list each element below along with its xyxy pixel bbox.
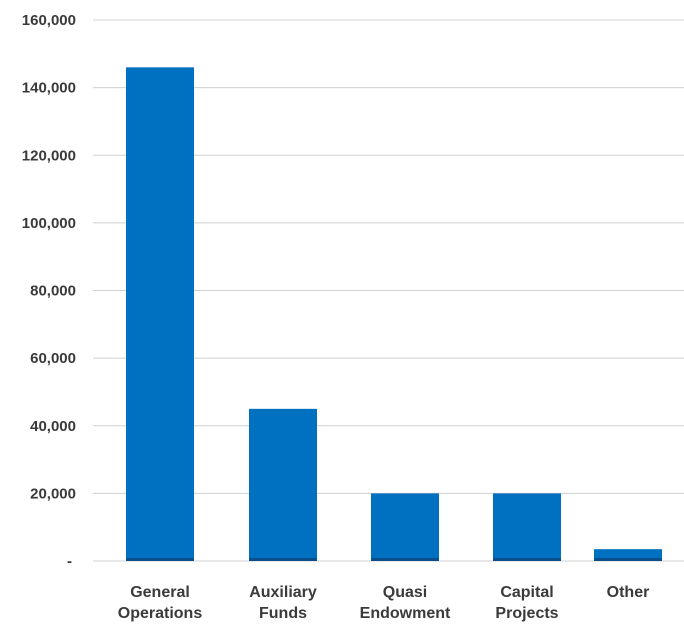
x-category-label: Projects	[495, 605, 558, 622]
bars	[126, 67, 662, 562]
x-category-label: Capital	[500, 584, 553, 601]
bar	[493, 493, 561, 561]
x-category-label: Quasi	[383, 584, 427, 601]
bar-base	[126, 558, 194, 561]
bar	[594, 549, 662, 561]
x-category-label: Funds	[259, 605, 307, 622]
y-tick-label: 60,000	[30, 350, 76, 367]
y-tick-label: 80,000	[30, 283, 76, 300]
bar	[249, 408, 317, 561]
x-category-label: Auxiliary	[249, 584, 317, 601]
x-category-label: Other	[607, 584, 650, 601]
y-tick-label: 100,000	[22, 215, 76, 232]
y-tick-label: -	[67, 553, 72, 570]
bar-base	[371, 558, 439, 561]
y-tick-label: 140,000	[22, 80, 76, 97]
x-category-label: Endowment	[360, 605, 451, 622]
y-axis-tick-labels: - 20,000 40,000 60,000 80,000 100,000 120,000 1…	[22, 12, 76, 570]
y-tick-label: 20,000	[30, 485, 76, 502]
bar-base	[594, 558, 662, 561]
y-tick-label: 120,000	[22, 147, 76, 164]
x-category-label: Operations	[118, 605, 203, 622]
bar	[371, 493, 439, 561]
x-axis-category-labels: General Operations Auxiliary Funds Quasi Endo…	[118, 584, 650, 622]
x-category-label: General	[130, 584, 190, 601]
y-tick-label: 40,000	[30, 418, 76, 435]
y-tick-label: 160,000	[22, 12, 76, 29]
bar-base	[249, 558, 317, 561]
bar-base	[493, 558, 561, 561]
bar	[126, 67, 194, 562]
